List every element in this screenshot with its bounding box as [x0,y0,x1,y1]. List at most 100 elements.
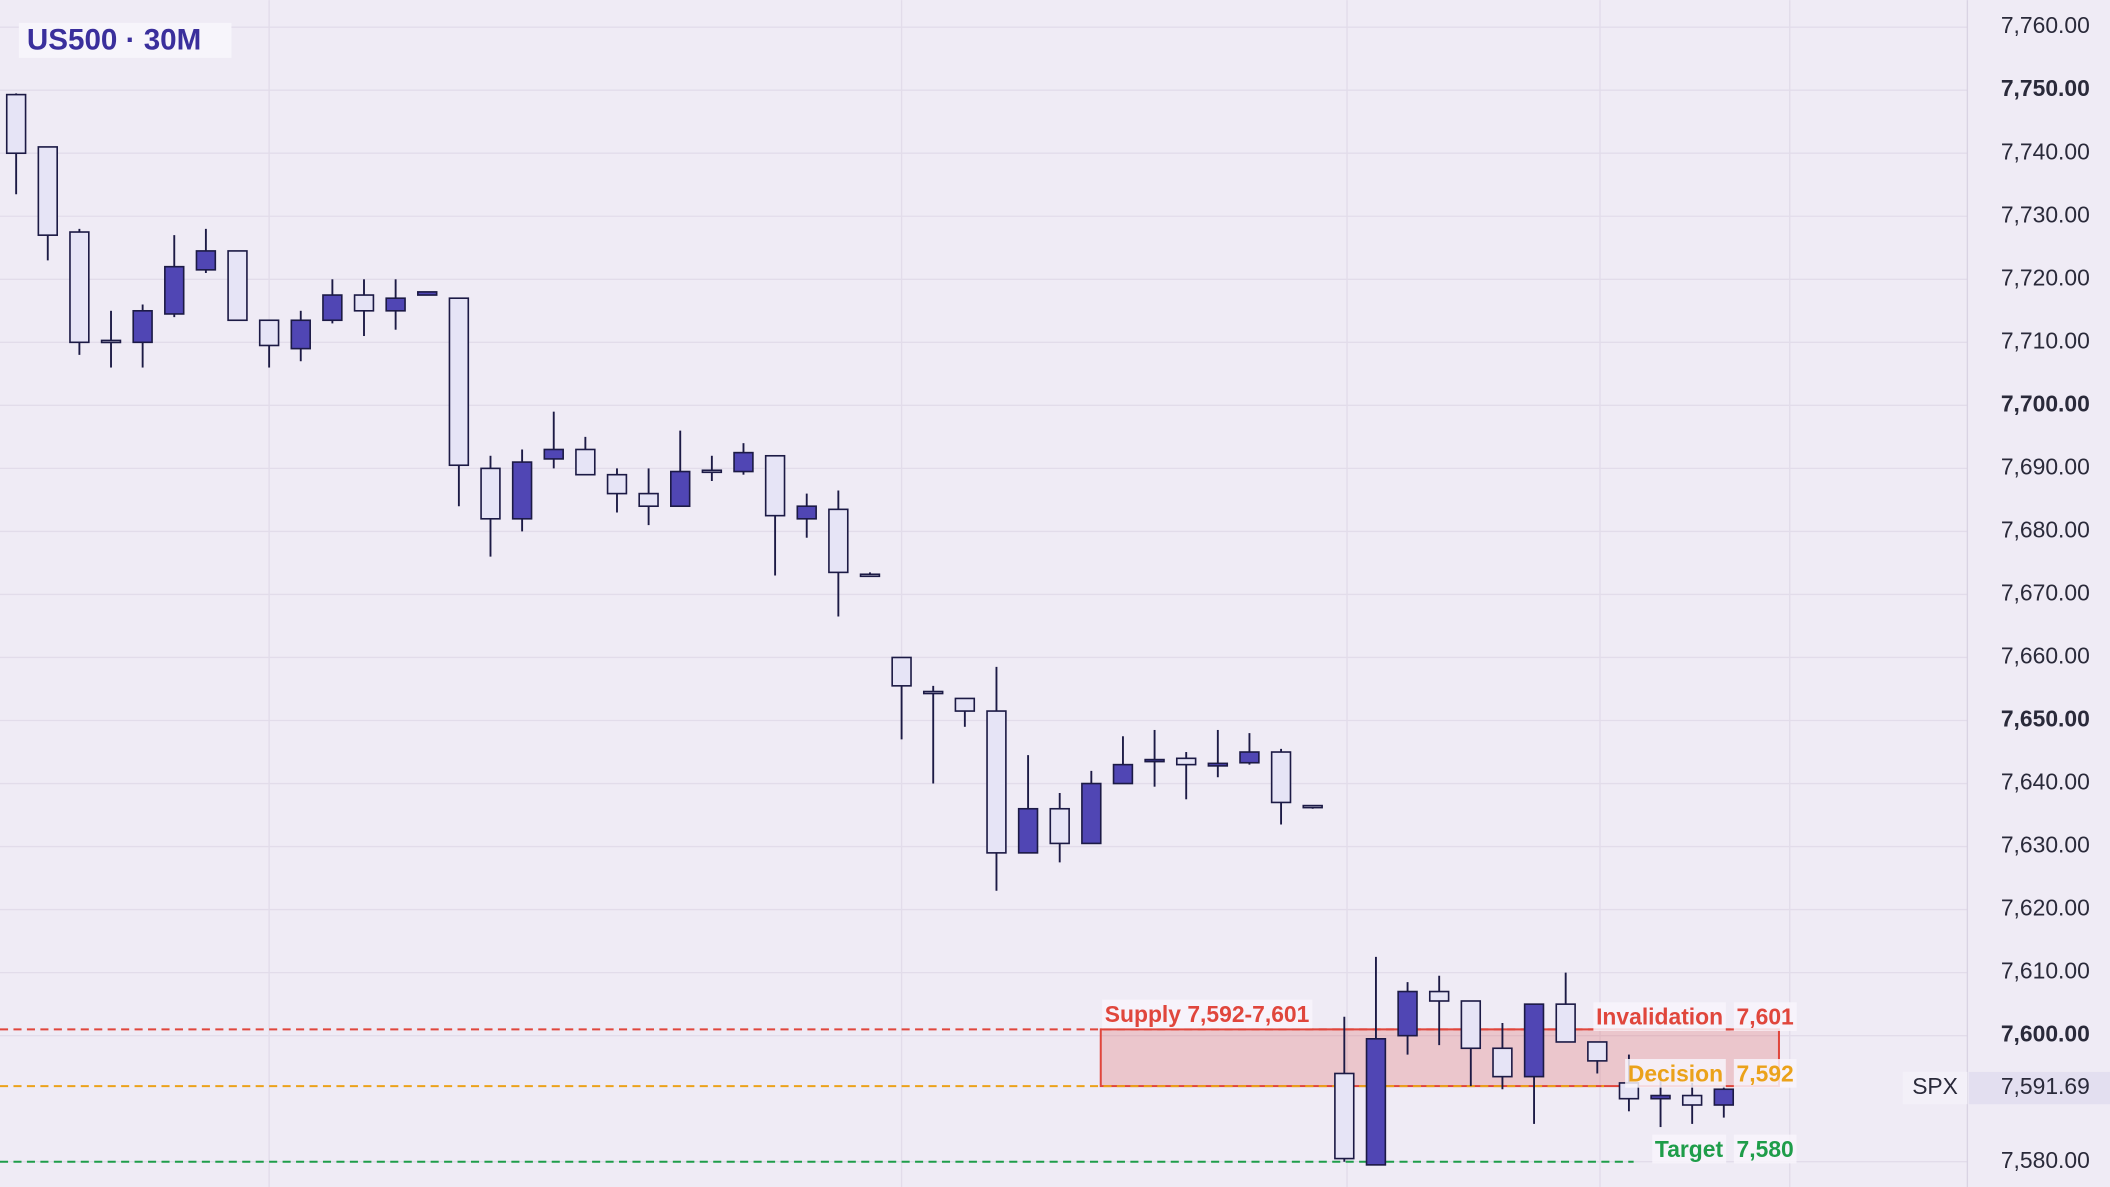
level-name: Invalidation [1596,1004,1723,1030]
last-price-bg [1968,1071,2110,1105]
price-axis: 7,580.00 7,600.00 7,610.00 7,620.00 7,630.00… [1902,12,2110,1173]
y-tick-label: 7,720.00 [2001,264,2090,290]
candle-body [1650,1094,1671,1100]
candle-body [1049,807,1070,845]
y-tick-label: 7,680.00 [2001,516,2090,542]
candle-body [69,231,90,344]
candle-body [1555,1003,1576,1043]
y-tick-label: 7,690.00 [2001,453,2090,479]
y-tick-label: 7,660.00 [2001,643,2090,669]
candle-body [701,469,723,474]
candle-body [796,505,817,520]
candle-body [954,697,976,712]
candle-body [986,710,1007,854]
level-value-bg [1733,1002,1797,1031]
y-tick-label: 7,650.00 [2001,706,2090,732]
level-value-bg [1733,1134,1797,1164]
y-tick-label: 7,630.00 [2001,832,2090,858]
candle-body [891,656,912,687]
candle-body [1239,751,1260,764]
level-label: 7,580 Target [1652,1134,1797,1164]
level-label: 7,601 Invalidation [1593,1002,1797,1031]
level-value-bg [1733,1059,1797,1088]
level-label: 7,592 Decision [1625,1059,1797,1088]
labels: Supply 7,592-7,601 7,601 Invalidation 7,592… [1102,999,1797,1164]
y-tick-label: 7,760.00 [2001,12,2090,38]
candle-body [828,508,849,574]
candle-body [606,473,628,495]
candle-body [5,93,27,155]
candle-body [1144,758,1165,763]
candle-body [1587,1041,1608,1062]
candle-body [1270,751,1292,804]
level-value: 7,592 [1737,1060,1794,1086]
y-tick-label: 7,620.00 [2001,895,2090,921]
candle-body [922,690,944,695]
title-bg [18,22,232,58]
candle-body [1334,1072,1355,1160]
candle-body [417,291,438,296]
grid [0,0,1968,1187]
candle-body [1017,807,1039,854]
candle-body [322,294,343,322]
candle-body [1460,1000,1482,1050]
level-value: 7,580 [1737,1136,1794,1162]
candle-body [1207,762,1229,767]
candle-body [1112,763,1134,785]
candle-body [1302,804,1323,809]
symbol-label: SPX [1912,1073,1958,1099]
level-name-bg [1625,1059,1726,1088]
candle-body [37,146,58,236]
candle-body [859,573,881,578]
candle-body [290,319,311,350]
y-tick-label: 7,610.00 [2001,958,2090,984]
candle-body [353,294,375,312]
candle-body [1523,1003,1545,1078]
candle-body [1081,782,1102,845]
candle-body [1365,1038,1387,1166]
candle-body [1681,1094,1703,1106]
candle-body [227,250,248,322]
level-name-bg [1652,1134,1727,1164]
y-tick-label: 7,710.00 [2001,327,2090,353]
chart-title: US500 · 30M [27,24,201,57]
last-price-label: 7,591.69 [2001,1073,2090,1099]
candle-body [543,448,564,460]
zone-label: Supply 7,592-7,601 [1105,1001,1310,1027]
candle-body [670,470,691,508]
y-tick-label: 7,730.00 [2001,201,2090,227]
candle-body [164,265,185,315]
candle-body [448,297,470,467]
candle-body [480,467,501,520]
y-tick-label: 7,750.00 [2001,75,2090,101]
y-tick-label: 7,740.00 [2001,138,2090,164]
level-name: Decision [1628,1060,1723,1086]
y-tick-label: 7,700.00 [2001,390,2090,416]
level-name-bg [1593,1002,1726,1031]
candle-body [258,319,280,347]
y-tick-label: 7,600.00 [2001,1021,2090,1047]
zone-label-bg [1102,999,1313,1029]
candle-body [385,297,406,312]
y-tick-label: 7,580.00 [2001,1147,2090,1173]
candle-body [1713,1088,1735,1106]
candle-body [575,448,596,476]
candle-body [1397,990,1418,1037]
level-value: 7,601 [1737,1004,1794,1030]
candle-body [764,454,786,517]
candle-body [511,461,533,520]
candle-body [1175,757,1197,766]
candle-body [132,309,153,344]
y-tick-label: 7,670.00 [2001,579,2090,605]
level-name: Target [1655,1136,1724,1162]
y-tick-label: 7,640.00 [2001,769,2090,795]
candle-body [638,492,659,508]
candle-body [1428,990,1450,1002]
symbol-bg [1902,1071,1968,1105]
candle-body [195,250,217,271]
candle-body [733,451,754,473]
candle-body [1492,1047,1513,1078]
